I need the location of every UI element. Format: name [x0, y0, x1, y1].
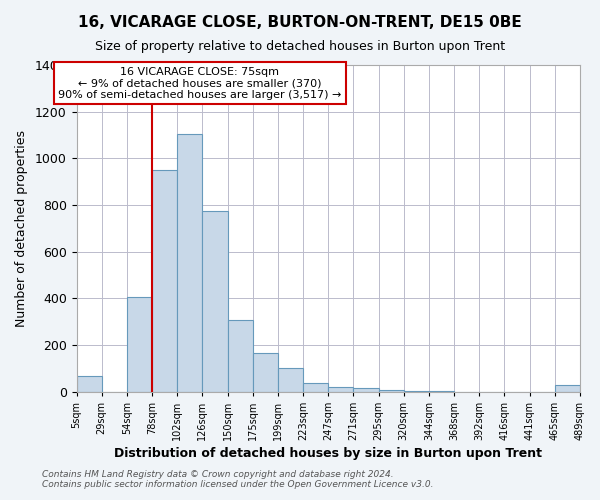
Bar [379, 390, 404, 392]
Bar [127, 297, 152, 392]
Bar [77, 376, 102, 392]
Bar [353, 388, 379, 392]
Bar [278, 368, 303, 392]
Bar [253, 353, 278, 392]
Y-axis label: Number of detached properties: Number of detached properties [15, 130, 28, 327]
Bar [177, 134, 202, 392]
Bar [303, 383, 328, 392]
Bar [555, 384, 580, 392]
Text: Contains HM Land Registry data © Crown copyright and database right 2024.
Contai: Contains HM Land Registry data © Crown c… [42, 470, 433, 489]
Bar [227, 320, 253, 392]
Bar [202, 211, 227, 392]
Text: 16 VICARAGE CLOSE: 75sqm
← 9% of detached houses are smaller (370)
90% of semi-d: 16 VICARAGE CLOSE: 75sqm ← 9% of detache… [58, 66, 341, 100]
Bar [328, 388, 353, 392]
Text: Size of property relative to detached houses in Burton upon Trent: Size of property relative to detached ho… [95, 40, 505, 53]
X-axis label: Distribution of detached houses by size in Burton upon Trent: Distribution of detached houses by size … [114, 447, 542, 460]
Bar [404, 391, 429, 392]
Bar [152, 170, 177, 392]
Text: 16, VICARAGE CLOSE, BURTON-ON-TRENT, DE15 0BE: 16, VICARAGE CLOSE, BURTON-ON-TRENT, DE1… [78, 15, 522, 30]
